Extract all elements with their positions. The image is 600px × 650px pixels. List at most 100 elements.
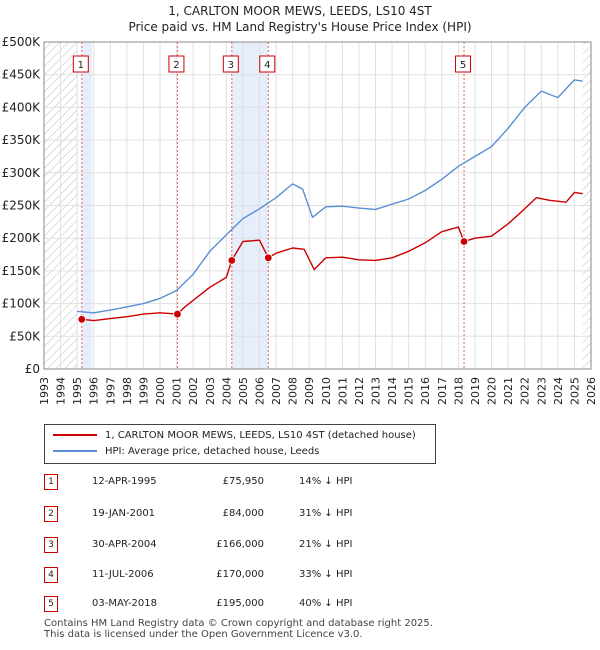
x-tick-label: 2013 [370, 377, 383, 405]
sale-label-box [72, 55, 89, 73]
legend-red-label: 1, CARLTON MOOR MEWS, LEEDS, LS10 4ST (d… [105, 430, 416, 441]
sale-label-box [455, 55, 472, 73]
x-tick-label: 2015 [403, 377, 416, 405]
x-tick-label: 1997 [104, 377, 117, 405]
table-row: 2 19-JAN-2001 £84,000 31% ↓ HPI [44, 506, 444, 522]
x-tick-label: 1995 [71, 377, 84, 405]
x-tick-label: 2018 [452, 377, 465, 405]
chart-subtitle: Price paid vs. HM Land Registry's House … [128, 20, 472, 34]
plot-border [43, 41, 592, 370]
sale-date: 19-JAN-2001 [92, 508, 156, 519]
x-tick-label: 2014 [386, 377, 399, 405]
price-chart: 1 2 3 4 5 £0 £50K £100K £150K £200K £250K £300K £35… [2, 35, 598, 405]
y-tick-label: £450K [2, 68, 42, 82]
x-tick-label: 2009 [303, 377, 316, 405]
legend-item-property: 1, CARLTON MOOR MEWS, LEEDS, LS10 4ST (d… [53, 429, 416, 443]
sale-point [77, 315, 86, 324]
sale-point [173, 309, 182, 319]
chart-title: 1, CARLTON MOOR MEWS, LEEDS, LS10 4ST [168, 4, 432, 18]
sale-price: £84,000 [222, 508, 264, 519]
sale-number-badge: 2 [44, 506, 58, 522]
x-tick-label: 2003 [204, 377, 217, 405]
x-tick-label: 2001 [171, 377, 184, 405]
y-tick-label: £100K [2, 297, 42, 311]
sale-label-number: 3 [228, 60, 234, 71]
y-tick-label: £0 [25, 362, 40, 376]
y-tick-label: £350K [2, 133, 42, 147]
sale-number-badge: 4 [44, 567, 58, 583]
x-tick-label: 1994 [55, 377, 68, 405]
x-tick-label: 2000 [154, 377, 167, 405]
x-tick-label: 1999 [137, 377, 150, 405]
legend-red-swatch [53, 434, 97, 436]
x-tick-label: 2006 [253, 377, 266, 405]
sale-label-number: 5 [460, 60, 466, 71]
sale-price: £166,000 [216, 539, 264, 550]
y-tick-label: £200K [2, 231, 42, 245]
y-tick-label: £500K [2, 35, 42, 49]
x-tick-label: 2017 [436, 377, 449, 405]
legend-blue-label: HPI: Average price, detached house, Leed… [105, 446, 320, 457]
y-tick-label: £50K [9, 329, 41, 343]
y-tick-label: £150K [2, 264, 42, 278]
sale-label-box [168, 55, 185, 73]
sale-number-badge: 3 [44, 537, 58, 553]
x-tick-label: 2005 [237, 377, 250, 405]
sale-label-box [259, 55, 276, 73]
footer-copyright: Contains HM Land Registry data © Crown c… [44, 618, 433, 629]
sale-price: £195,000 [216, 598, 264, 609]
x-tick-label: 2025 [568, 377, 581, 405]
sale-date: 11-JUL-2006 [92, 569, 154, 580]
sale-date: 03-MAY-2018 [92, 598, 158, 609]
sale-hpi-diff: 31% ↓ HPI [299, 508, 353, 519]
sale-price: £75,950 [222, 476, 264, 487]
sale-hpi-diff: 33% ↓ HPI [299, 569, 353, 580]
sale-label-number: 1 [78, 60, 84, 71]
x-tick-label: 2007 [270, 377, 283, 405]
x-tick-label: 2020 [486, 377, 499, 405]
sale-label-number: 4 [264, 60, 270, 71]
x-tick-label: 2016 [419, 377, 432, 405]
legend-item-hpi: HPI: Average price, detached house, Leed… [53, 445, 319, 459]
legend: 1, CARLTON MOOR MEWS, LEEDS, LS10 4ST (d… [44, 424, 436, 464]
x-tick-label: 2012 [353, 377, 366, 405]
y-tick-label: £300K [2, 166, 42, 180]
sale-date: 30-APR-2004 [92, 539, 157, 550]
x-tick-label: 1998 [121, 377, 134, 405]
table-row: 5 03-MAY-2018 £195,000 40% ↓ HPI [44, 596, 444, 612]
sale-label-box [222, 55, 239, 73]
x-tick-label: 2008 [287, 377, 300, 405]
sale-hpi-diff: 14% ↓ HPI [299, 476, 353, 487]
footer-license: This data is licensed under the Open Gov… [44, 629, 363, 640]
sale-number-badge: 5 [44, 596, 58, 612]
table-row: 3 30-APR-2004 £166,000 21% ↓ HPI [44, 537, 444, 553]
x-tick-label: 2022 [519, 377, 532, 405]
sale-number-badge: 1 [44, 474, 58, 490]
x-tick-label: 2002 [187, 377, 200, 405]
sale-hpi-diff: 21% ↓ HPI [299, 539, 353, 550]
series-line-hpi [77, 79, 583, 314]
legend-blue-swatch [53, 450, 97, 452]
sale-label-number: 2 [173, 60, 179, 71]
x-tick-label: 1993 [38, 377, 51, 405]
x-tick-label: 1996 [88, 377, 101, 405]
table-row: 4 11-JUL-2006 £170,000 33% ↓ HPI [44, 567, 444, 583]
x-tick-label: 2023 [535, 377, 548, 405]
x-tick-label: 2024 [552, 377, 565, 405]
sale-point [459, 237, 469, 246]
sale-point [264, 253, 273, 263]
y-tick-label: £400K [2, 100, 42, 114]
x-tick-label: 2011 [336, 377, 349, 405]
x-tick-label: 2004 [220, 377, 233, 405]
x-tick-label: 2021 [502, 377, 515, 405]
y-tick-label: £250K [2, 199, 42, 213]
sale-price: £170,000 [216, 569, 264, 580]
table-row: 1 12-APR-1995 £75,950 14% ↓ HPI [44, 474, 444, 490]
sale-date: 12-APR-1995 [92, 476, 157, 487]
sale-hpi-diff: 40% ↓ HPI [299, 598, 353, 609]
sale-point [227, 256, 237, 265]
footer: Contains HM Land Registry data © Crown c… [44, 618, 433, 640]
x-tick-label: 2010 [320, 377, 333, 405]
x-tick-label: 2019 [469, 377, 482, 405]
x-tick-label: 2026 [585, 377, 598, 405]
